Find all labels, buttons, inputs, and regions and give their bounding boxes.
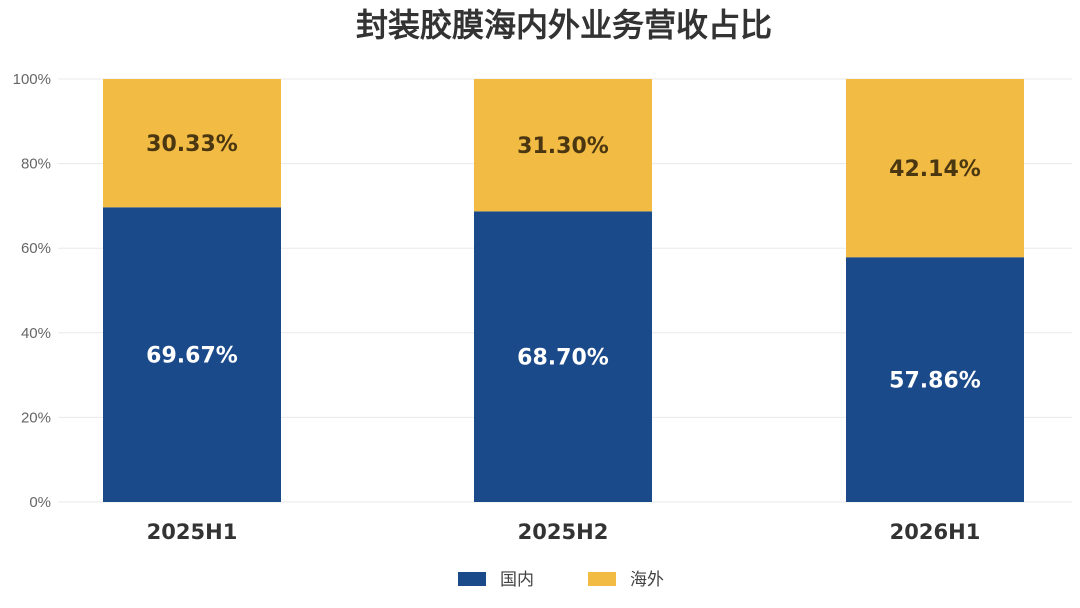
x-tick-label: 2025H2 [518, 520, 609, 544]
y-tick-label: 0% [29, 494, 51, 511]
y-tick-label: 60% [21, 240, 51, 257]
legend-label: 国内 [500, 570, 534, 590]
chart-title: 封装胶膜海内外业务营收占比 [356, 6, 772, 44]
y-axis-ticks: 0% 20% 40% 60% 80% 100% [13, 71, 51, 511]
y-tick-label: 20% [21, 409, 51, 426]
legend-swatch [588, 572, 616, 586]
legend-swatch [458, 572, 486, 586]
data-label: 68.70% [517, 346, 609, 371]
x-axis-ticks: 2025H1 2025H2 2026H1 [147, 520, 981, 544]
y-tick-label: 40% [21, 325, 51, 342]
data-labels: 69.67% 30.33% 68.70% 31.30% 57.86% 42.14% [146, 132, 981, 393]
data-label: 57.86% [889, 369, 981, 394]
x-tick-label: 2026H1 [890, 520, 981, 544]
bar-segment-overseas [103, 79, 281, 208]
bars [103, 79, 1024, 503]
data-label: 69.67% [146, 344, 238, 369]
bar-segment-domestic [846, 257, 1024, 502]
data-label: 31.30% [517, 134, 609, 159]
bar-segment-domestic [474, 211, 652, 503]
data-label: 42.14% [889, 157, 981, 182]
data-label: 30.33% [146, 132, 238, 157]
y-tick-label: 80% [21, 156, 51, 173]
legend: 国内 海外 [458, 570, 664, 590]
bar-segment-domestic [103, 207, 281, 502]
x-tick-label: 2025H1 [147, 520, 238, 544]
legend-label: 海外 [630, 570, 664, 590]
bar-segment-overseas [846, 79, 1024, 258]
y-tick-label: 100% [13, 71, 51, 88]
bar-segment-overseas [474, 79, 652, 212]
